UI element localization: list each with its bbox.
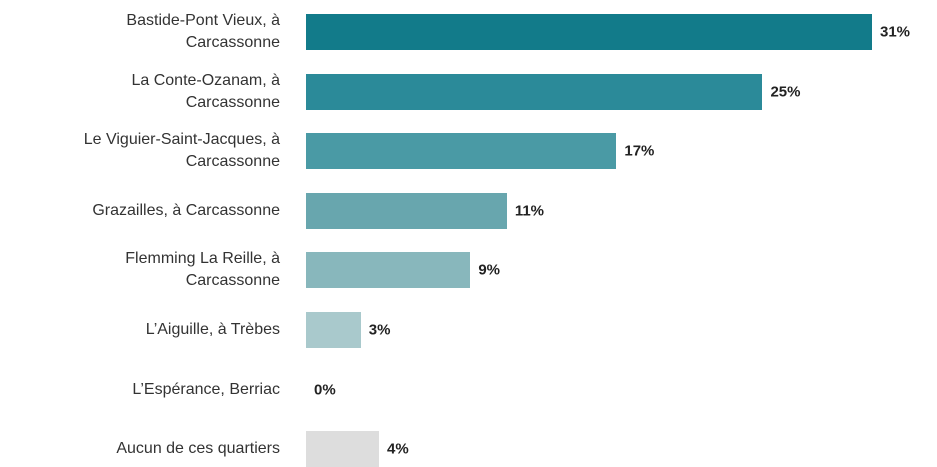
category-label: L’Espérance, Berriac — [132, 380, 280, 398]
bar — [306, 73, 763, 110]
category-label: Grazailles, à Carcassonne — [92, 201, 280, 219]
bar — [306, 312, 361, 348]
category-label: Flemming La Reille, à Carcassonne — [125, 250, 280, 290]
value-label: 9% — [478, 261, 500, 279]
bar — [306, 252, 471, 289]
value-label: 17% — [624, 142, 655, 160]
value-label: 31% — [880, 23, 911, 41]
category-label: Le Viguier-Saint-Jacques, à Carcassonne — [83, 131, 280, 171]
bar — [306, 431, 380, 467]
category-label: Aucun de ces quartiers — [116, 440, 280, 458]
value-label: 0% — [314, 381, 336, 399]
category-label: L’Aiguille, à Trèbes — [145, 321, 280, 338]
value-label: 11% — [514, 202, 545, 220]
bar — [306, 133, 617, 170]
category-label: La Conte-Ozanam, à Carcassonne — [131, 71, 280, 111]
bar — [306, 192, 507, 229]
bar — [306, 14, 872, 50]
value-label: 25% — [770, 83, 801, 101]
value-label: 4% — [387, 440, 409, 458]
category-label: Bastide-Pont Vieux, à Carcassonne — [126, 12, 280, 51]
value-label: 3% — [368, 321, 391, 339]
